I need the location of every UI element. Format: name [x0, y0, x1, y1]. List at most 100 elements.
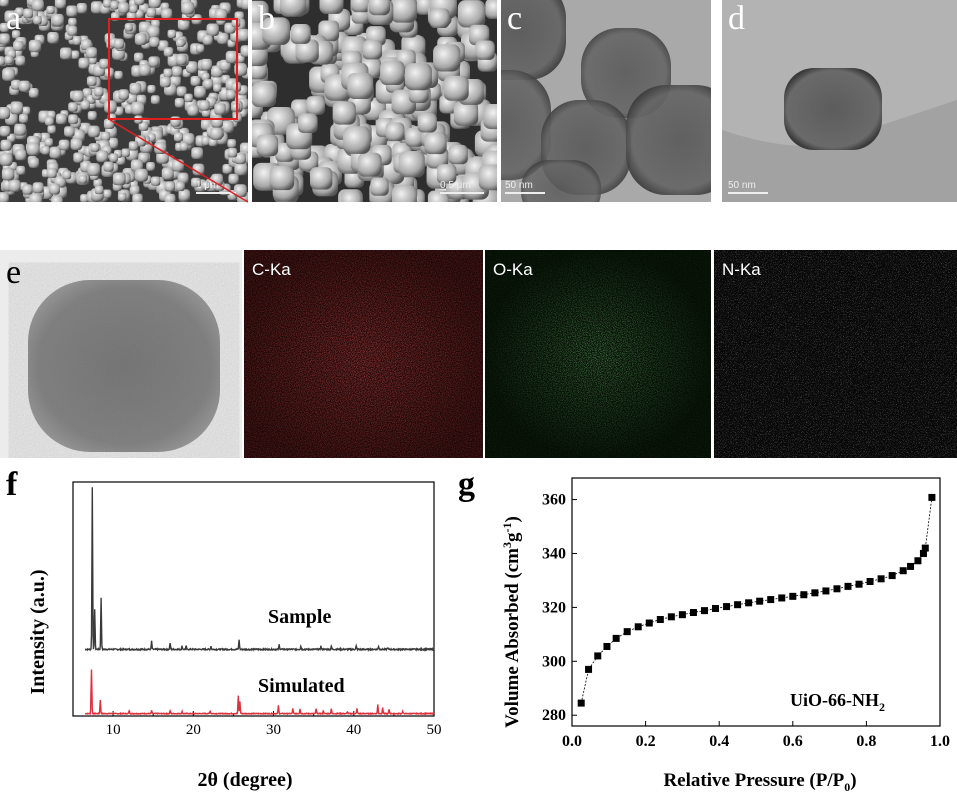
sem-particle [78, 57, 90, 69]
sem-particle [109, 153, 118, 162]
isotherm-xtick-label: 0.4 [709, 733, 729, 750]
scale-bar-b-line [440, 192, 484, 194]
isotherm-point [656, 616, 664, 624]
isotherm-point [700, 607, 708, 615]
eds-map-carbon-dots [244, 250, 483, 458]
sem-particle [208, 137, 218, 147]
sem-particle [49, 146, 62, 159]
sem-particle [203, 79, 214, 89]
sem-particle [176, 38, 185, 47]
isotherm-point [907, 562, 915, 570]
sem-particle [66, 5, 78, 17]
isotherm-point [811, 589, 819, 597]
sem-particle [177, 172, 189, 184]
sem-particle [368, 0, 390, 16]
sem-particle [93, 178, 103, 188]
sem-particle [252, 82, 277, 107]
sem-particle [68, 102, 78, 112]
isotherm-point [928, 493, 936, 501]
xrd-xlabel: 2θ (degree) [197, 769, 292, 791]
tem-particle-d [722, 68, 957, 202]
sem-particle [290, 23, 311, 44]
sem-particle [118, 2, 130, 14]
sem-particle [103, 161, 114, 172]
sem-particle [78, 175, 87, 184]
isotherm-point [594, 652, 602, 660]
sem-particle [28, 157, 40, 168]
sem-particle [126, 93, 137, 104]
sem-particle [233, 184, 247, 198]
sem-particle [436, 164, 457, 184]
sem-particle [113, 38, 124, 49]
sem-particle [101, 131, 111, 141]
sem-particle [179, 142, 189, 151]
sem-particle [0, 192, 9, 202]
sem-particle [279, 0, 307, 17]
sem-particle [87, 163, 101, 177]
sem-particle [201, 181, 210, 190]
sem-particle [240, 45, 248, 57]
sem-particle [147, 85, 156, 94]
sem-particle [11, 30, 21, 39]
sem-particle [10, 17, 19, 26]
sem-particle [390, 0, 418, 23]
isotherm-point [789, 592, 797, 600]
sem-particle [298, 113, 318, 133]
sem-particle [32, 182, 44, 194]
sem-particle [28, 39, 42, 53]
sem-particle [210, 127, 223, 140]
scale-bar-d-text: 50 nm [728, 180, 756, 191]
xrd-line-sample [84, 487, 435, 653]
sem-particle [483, 103, 497, 130]
sem-particle [306, 96, 326, 115]
sem-particle [151, 176, 161, 186]
sem-particle [295, 39, 319, 63]
sem-particle [234, 162, 248, 176]
isotherm-point [822, 587, 830, 595]
eds-label-nitrogen: N-Ka [722, 260, 761, 279]
sem-particle [175, 54, 187, 65]
sem-particle [88, 125, 100, 138]
panel-c-tem-image: c 50 nm [501, 0, 711, 202]
scale-bar-b: 0.5 μm [440, 180, 484, 194]
sem-particle [102, 189, 112, 199]
sem-particle [138, 121, 149, 131]
sem-particle [99, 58, 110, 69]
eds-map-carbon: C-Ka [244, 250, 483, 458]
sem-particle [90, 143, 100, 152]
isotherm-ytick-label: 280 [542, 707, 566, 724]
sem-particle [310, 167, 333, 190]
sem-particle [433, 44, 461, 72]
sem-particle [0, 56, 5, 66]
sem-particle [80, 194, 89, 202]
sem-particle [217, 32, 229, 45]
sem-particle [46, 168, 57, 179]
sem-particle [161, 8, 173, 20]
sem-particle [124, 23, 133, 32]
sem-particle [485, 0, 497, 19]
xrd-series-sample-label: Sample [268, 606, 331, 628]
sem-particle [103, 0, 112, 8]
isotherm-point [756, 597, 764, 605]
sem-particle [0, 152, 13, 166]
sem-particle [64, 126, 75, 137]
sem-particle [130, 159, 143, 172]
sem-particle [11, 79, 22, 90]
sem-particle [107, 137, 119, 149]
panel-c-label: c [507, 0, 523, 37]
sem-particle [70, 50, 80, 60]
sem-particle [47, 31, 59, 44]
sem-particle [72, 90, 84, 102]
isotherm-point [645, 619, 653, 627]
isotherm-point [800, 591, 808, 599]
sem-particle [171, 66, 183, 77]
isotherm-xtick-label: 0.2 [636, 733, 656, 750]
sem-particle [173, 132, 184, 142]
sem-particle [424, 131, 447, 155]
sem-particle [176, 86, 187, 97]
sem-particle [347, 72, 374, 99]
sem-particle [73, 152, 84, 163]
isotherm-point [914, 557, 922, 565]
sem-particle [146, 7, 157, 18]
sem-particle [94, 185, 104, 195]
